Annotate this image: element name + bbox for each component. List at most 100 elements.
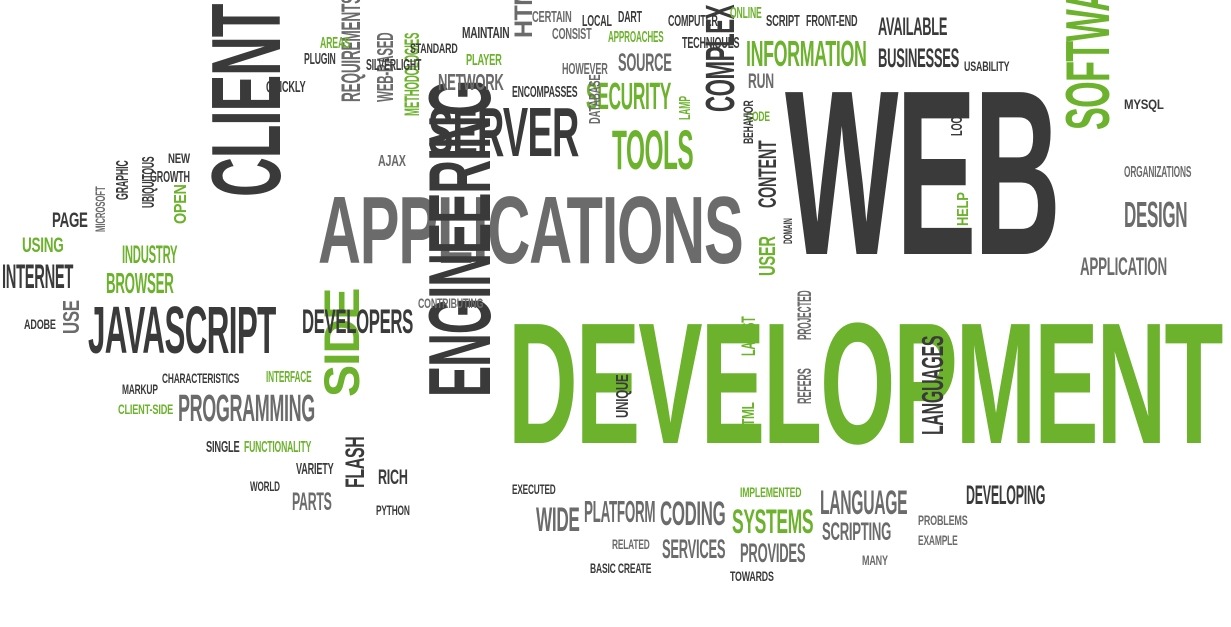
word-behavior: BEHAVIOR [741,100,756,144]
word-languages: LANGUAGES [915,335,950,435]
word-characteristics: CHARACTERISTICS [162,371,240,386]
word-projected: PROJECTED [795,290,816,340]
word-consist: CONSIST [552,26,592,43]
word-open: OPEN [170,184,190,224]
word-source: SOURCE [618,49,672,77]
word-interface: INTERFACE [266,369,312,386]
word-industry: INDUSTRY [122,241,178,269]
word-user: USER [754,236,780,276]
word-browser: BROWSER [106,268,174,300]
word-areas: AREAS [320,35,350,52]
word-techniques: TECHNIQUES [682,35,740,52]
word-single: SINGLE [206,439,240,456]
word-certain: CERTAIN [532,9,572,26]
word-client-side: CLIENT-SIDE [118,402,174,417]
word-markup: MARKUP [122,382,158,397]
word-executed: EXECUTED [512,482,556,497]
word-server: SERVER [428,93,579,171]
word-latest: LATEST [739,316,760,356]
word-organizations: ORGANIZATIONS [1124,164,1192,181]
word-microsoft: MICROSOFT [93,186,108,232]
word-tools: TOOLS [612,119,694,181]
word-contributing: CONTRIBUTING [418,296,484,311]
word-design: DESIGN [1124,194,1188,235]
word-application: APPLICATION [1080,253,1167,281]
word-functionality: FUNCTIONALITY [244,439,312,456]
word-ubiquitous: UBIQUITOUS [138,156,158,208]
word-towards: TOWARDS [730,569,774,584]
word-silverlight: SILVERLIGHT [366,57,422,74]
word-scripting: SCRIPTING [822,518,892,546]
word-help: HELP [955,192,972,226]
word-developing: DEVELOPING [966,480,1046,510]
word-language: LANGUAGE [820,484,908,522]
word-provides: PROVIDES [740,538,806,568]
word-growth: GROWTH [150,169,190,186]
word-computer: COMPUTER [668,13,718,30]
word-database: DATABASE [587,74,604,124]
word-using: USING [22,234,64,257]
word-standard: STANDARD [410,41,458,56]
word-python: PYTHON [376,503,410,518]
word-information: INFORMATION [746,33,867,74]
word-locally: LOCALLY [949,94,966,136]
word-domain: DOMAIN [783,218,795,244]
word-rich: RICH [378,466,408,489]
word-dart: DART [618,9,642,26]
word-plugin: PLUGIN [304,51,336,68]
word-variety: VARIETY [296,461,334,478]
word-systems: SYSTEMS [732,503,814,541]
word-software: SOFTWARE [1054,0,1123,130]
word-example: EXAMPLE [918,533,958,548]
word-online: ONLINE [730,5,762,22]
word-businesses: BUSINESSES [878,43,960,73]
word-available: AVAILABLE [878,13,948,41]
word-usability: USABILITY [964,59,1010,74]
word-encompasses: ENCOMPASSES [512,84,578,101]
word-unique: UNIQUE [612,374,632,418]
word-mysql: MYSQL [1124,97,1164,112]
word-run: RUN [748,70,774,93]
word-implemented: IMPLEMENTED [740,485,802,500]
word-security: SECURITY [586,75,671,118]
word-local: LOCAL [582,13,612,30]
word-services: SERVICES [662,534,726,564]
word-coding: CODING [660,495,726,533]
word-graphic: GRAPHIC [112,160,132,200]
word-lamp: LAMP [677,96,694,120]
word-content: CONTENT [754,140,782,208]
word-javascript: JAVASCRIPT [88,293,276,368]
word-wide: WIDE [536,501,580,539]
word-parts: PARTS [292,488,332,516]
word-refers: REFERS [795,368,816,404]
word-development: DEVELOPMENT [508,287,1223,480]
word-internet: INTERNET [2,258,74,296]
word-page: PAGE [52,209,88,232]
word-client: CLIENT [191,4,301,198]
word-maintain: MAINTAIN [462,25,510,42]
word-network: NETWORK [438,69,504,95]
word-web: WEB [785,41,1061,304]
word-code: CODE [746,109,770,124]
word-new: NEW [168,151,190,166]
word-flash: FLASH [340,436,370,488]
word-developers: DEVELOPERS [302,303,413,341]
word-player: PLAYER [466,52,502,69]
word-basic-create: BASIC CREATE [590,561,652,576]
word-related: RELATED [612,537,650,552]
word-adobe: ADOBE [24,317,56,332]
word-script: SCRIPT [766,13,800,30]
word-front-end: FRONT-END [806,13,858,30]
word-ajax: AJAX [378,153,406,170]
word-however: HOWEVER [562,61,608,78]
word-platform: PLATFORM [584,494,656,529]
word-programming: PROGRAMMING [178,387,315,430]
word-problems: PROBLEMS [918,513,968,528]
word-applications: APPLICATIONS [318,177,744,284]
word-xhtml: XHTML [738,402,758,442]
word-quickly: QUICKLY [266,79,306,96]
word-approaches: APPROACHES [608,29,664,46]
word-world: WORLD [250,479,280,494]
word-many: MANY [862,553,888,568]
